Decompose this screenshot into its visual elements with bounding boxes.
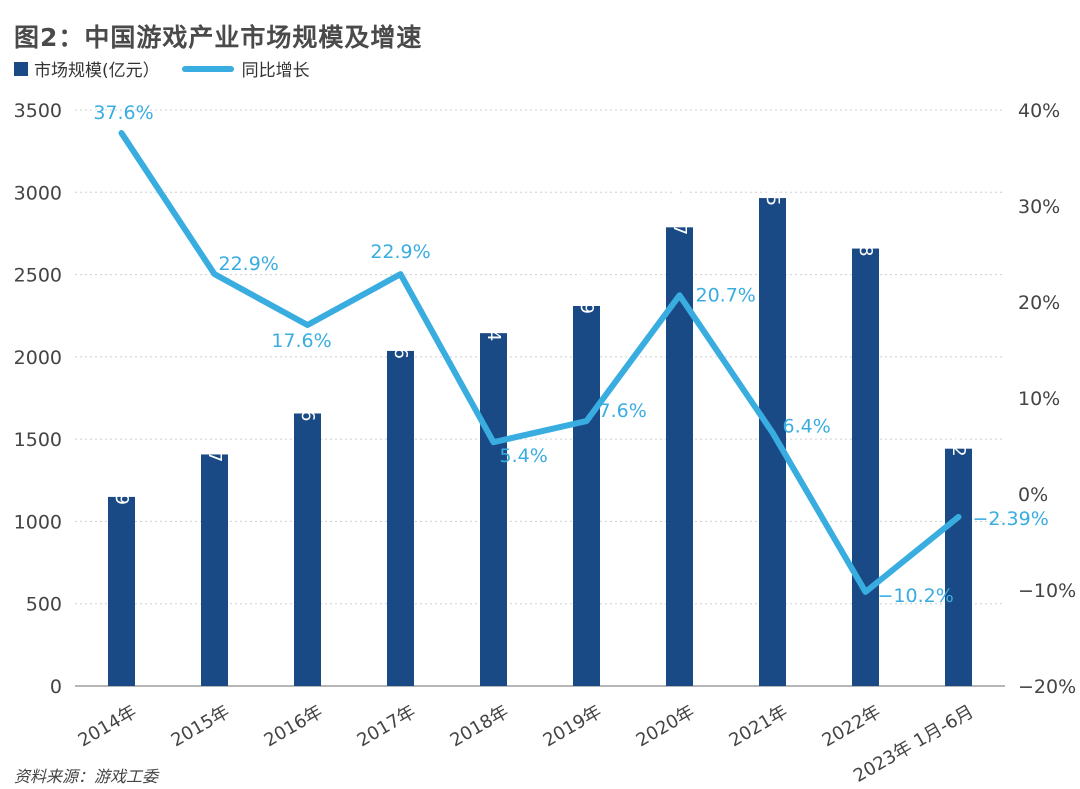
x-tick-label: 2019年 xyxy=(540,701,606,751)
right-tick-label: 40% xyxy=(1018,100,1060,122)
growth-value-label: 6.4% xyxy=(783,416,831,438)
growth-value-label: −2.39% xyxy=(973,508,1049,530)
bar-value-label: 1407 xyxy=(204,417,225,463)
bar-value-label: 2309 xyxy=(576,268,597,314)
bar xyxy=(480,333,507,686)
growth-line-path xyxy=(118,130,962,595)
bar-value-label: 1149 xyxy=(111,459,132,505)
growth-value-label: 7.6% xyxy=(599,400,647,422)
right-tick-label: 10% xyxy=(1018,388,1060,410)
x-tick-label: 2017年 xyxy=(354,701,420,751)
right-tick-label: 0% xyxy=(1018,484,1048,506)
bar xyxy=(201,454,228,686)
x-tick-label: 2022年 xyxy=(819,701,885,751)
right-tick-label: −20% xyxy=(1018,676,1076,698)
x-tick-label: 2014年 xyxy=(75,701,141,751)
right-axis-ticks: −20% −10% 0% 10% 20% 30% 40% xyxy=(1018,100,1076,698)
legend-bar-swatch xyxy=(14,61,28,76)
bar xyxy=(945,448,972,686)
x-tick-label: 2018年 xyxy=(447,701,513,751)
bar-value-label: 2965 xyxy=(762,160,783,206)
x-tick-label: 2016年 xyxy=(261,701,327,751)
bar-value-label: 1656 xyxy=(297,376,318,422)
source-note: 资料来源：游戏工委 xyxy=(14,767,159,786)
left-axis-ticks: 0 500 1000 1500 2000 2500 3000 3500 xyxy=(14,100,62,698)
x-tick-label: 2020年 xyxy=(633,701,699,751)
legend-line-label: 同比增长 xyxy=(241,61,310,81)
bar-value-label: 2787 xyxy=(669,190,690,236)
bar-value-label: 2036 xyxy=(390,313,411,359)
growth-value-label: 20.7% xyxy=(696,284,756,306)
left-tick-label: 0 xyxy=(50,676,62,698)
legend-bar-label: 市场规模(亿元） xyxy=(34,61,160,81)
right-tick-label: 20% xyxy=(1018,292,1060,314)
x-axis-ticks: 2014年 2015年 2016年 2017年 2018年 2019年 2020年 2021年… xyxy=(75,701,978,787)
left-tick-label: 3500 xyxy=(14,100,62,122)
bar xyxy=(573,306,600,686)
x-tick-label: 2021年 xyxy=(726,701,792,751)
bar xyxy=(294,413,321,686)
bar-value-label: 2144 xyxy=(483,295,504,341)
left-tick-label: 2500 xyxy=(14,265,62,287)
left-tick-label: 1000 xyxy=(14,511,62,533)
right-tick-label: 30% xyxy=(1018,196,1060,218)
bar xyxy=(108,496,135,686)
growth-value-label: 5.4% xyxy=(500,445,548,467)
growth-value-label: 22.9% xyxy=(219,253,279,275)
growth-value-label: −10.2% xyxy=(878,585,954,607)
gridlines xyxy=(75,109,1005,687)
bar xyxy=(852,248,879,686)
legend-line-swatch xyxy=(181,65,234,72)
bar-value-label: 1442 xyxy=(948,411,969,457)
legend: 市场规模(亿元） 同比增长 xyxy=(14,56,310,81)
chart-title: 图2：中国游戏产业市场规模及增速 xyxy=(14,23,423,52)
left-tick-label: 1500 xyxy=(14,429,62,451)
bar xyxy=(759,198,786,686)
bar-value-label: 2658 xyxy=(855,211,876,257)
bars: 1149 1407 1656 2036 2144 2309 2787 2965 2658 1442 xyxy=(108,160,972,687)
growth-value-label: 37.6% xyxy=(93,102,153,124)
x-tick-label: 2015年 xyxy=(168,701,234,751)
left-tick-label: 500 xyxy=(26,594,62,616)
right-tick-label: −10% xyxy=(1018,580,1076,602)
growth-value-label: 17.6% xyxy=(271,330,331,352)
growth-line: 37.6% 22.9% 17.6% 22.9% 5.4% 7.6% 20.7% 6.4% −10… xyxy=(93,102,1048,607)
left-tick-label: 3000 xyxy=(14,182,62,204)
left-tick-label: 2000 xyxy=(14,347,62,369)
bar xyxy=(387,350,414,686)
growth-value-label: 22.9% xyxy=(370,241,430,263)
